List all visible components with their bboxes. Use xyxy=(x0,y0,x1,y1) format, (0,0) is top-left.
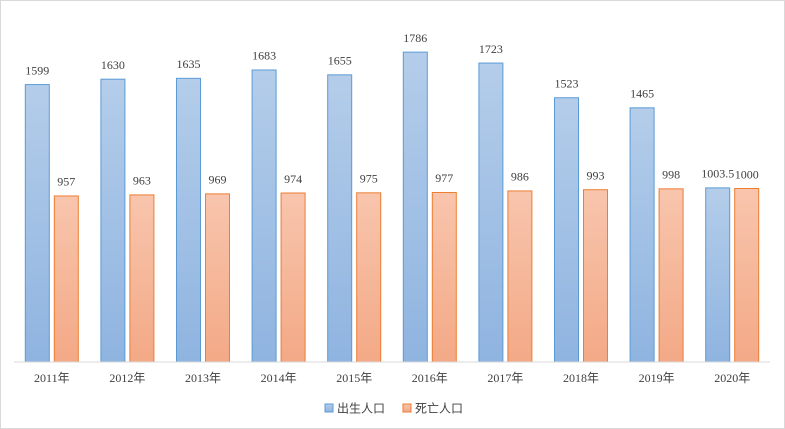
bar xyxy=(658,188,684,363)
data-label: 1523 xyxy=(555,77,579,91)
bar xyxy=(205,193,230,363)
x-tick-label: 2012年 xyxy=(109,371,145,385)
bar xyxy=(478,62,504,363)
bar xyxy=(129,194,155,363)
data-label: 1599 xyxy=(25,63,49,77)
bar xyxy=(327,74,353,363)
x-tick-label: 2019年 xyxy=(639,371,675,385)
bar xyxy=(24,84,50,363)
bar xyxy=(629,107,655,363)
x-tick-label: 2011年 xyxy=(34,371,70,385)
x-tick-label: 2018年 xyxy=(563,371,599,385)
bar xyxy=(251,69,277,363)
legend-swatch xyxy=(402,403,412,413)
data-label: 1683 xyxy=(252,49,276,63)
legend-label: 死亡人口 xyxy=(415,402,463,416)
data-label: 1003.5 xyxy=(701,167,734,181)
data-label: 1723 xyxy=(479,42,503,56)
bar xyxy=(176,77,201,363)
bar xyxy=(583,189,608,363)
data-label: 969 xyxy=(209,173,227,187)
bar xyxy=(280,192,306,363)
data-label: 957 xyxy=(57,175,75,189)
x-tick-label: 2013年 xyxy=(185,371,221,385)
data-label: 974 xyxy=(284,172,302,186)
data-label: 1786 xyxy=(403,31,427,45)
data-label: 998 xyxy=(662,168,680,182)
bar xyxy=(705,187,731,363)
data-label: 993 xyxy=(587,168,605,182)
data-label: 1635 xyxy=(177,57,201,71)
legend-label: 出生人口 xyxy=(337,402,385,416)
bar xyxy=(507,190,533,363)
data-label: 963 xyxy=(133,174,151,188)
bar xyxy=(402,51,428,363)
data-label: 1630 xyxy=(101,58,125,72)
data-label: 1000 xyxy=(735,167,759,181)
data-label: 977 xyxy=(435,171,453,185)
data-label: 1655 xyxy=(328,54,352,68)
bar xyxy=(100,78,126,363)
x-tick-label: 2020年 xyxy=(714,371,750,385)
x-tick-label: 2014年 xyxy=(261,371,297,385)
x-tick-label: 2015年 xyxy=(336,371,372,385)
data-label: 986 xyxy=(511,170,529,184)
data-label: 1465 xyxy=(630,87,654,101)
bar xyxy=(734,188,760,363)
bar xyxy=(554,97,579,363)
legend-swatch xyxy=(324,403,334,413)
bar xyxy=(53,195,79,363)
x-tick-label: 2016年 xyxy=(412,371,448,385)
bar xyxy=(356,192,382,363)
data-label: 975 xyxy=(360,172,378,186)
bar xyxy=(431,191,457,363)
x-tick-label: 2017年 xyxy=(487,371,523,385)
